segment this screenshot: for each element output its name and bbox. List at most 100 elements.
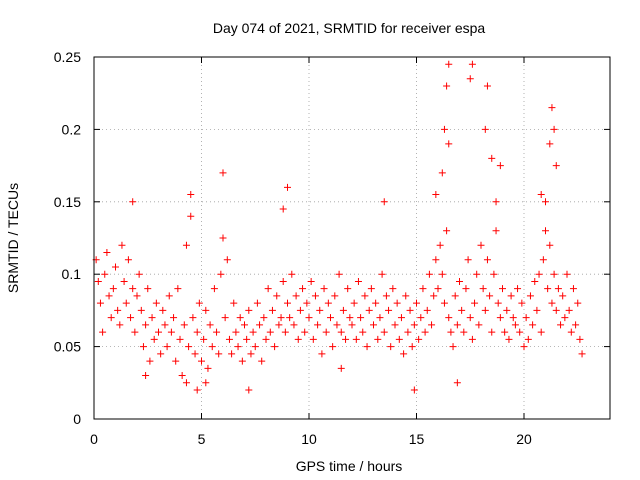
data-point-marker [268,306,276,314]
data-point-marker [241,321,248,329]
data-point-marker [514,285,522,293]
data-point-marker [331,292,339,300]
data-point-marker [210,285,218,293]
y-axis-label: SRMTID / TECUs [5,183,21,293]
data-point-marker [483,82,491,90]
y-tick-label: 0.05 [54,339,81,355]
data-point-marker [372,299,380,307]
data-point-marker [417,314,425,322]
data-point-marker [535,270,543,278]
data-point-marker [167,328,175,336]
data-point-marker [342,335,350,343]
data-point-marker [243,335,251,343]
data-point-marker [206,321,214,329]
data-point-marker [400,350,408,358]
data-point-marker [290,321,298,329]
data-point-marker [271,343,279,351]
data-point-marker [275,321,283,329]
data-point-marker [406,306,414,314]
data-point-marker [161,321,169,329]
x-tick-label: 5 [198,431,206,447]
y-axis-ticks: 0 0.05 0.1 0.15 0.2 0.25 [54,49,610,427]
data-point-marker [507,292,515,300]
data-point-marker [301,328,309,336]
data-point-marker [382,292,390,300]
data-point-marker [256,321,264,329]
data-point-marker [219,169,227,177]
data-point-marker [557,321,565,329]
data-point-marker [299,285,307,293]
data-point-marker [496,314,504,322]
data-point-marker [537,328,545,336]
data-point-marker [539,256,547,264]
data-point-marker [148,314,156,322]
data-point-marker [266,328,274,336]
data-point-marker [496,162,504,170]
data-point-marker [578,350,586,358]
data-point-marker [187,191,195,199]
data-point-marker [262,335,270,343]
data-point-marker [202,306,210,314]
x-axis-ticks: 0 5 10 15 20 [90,57,532,447]
data-point-marker [453,321,461,329]
data-point-marker [432,191,440,199]
data-point-marker [378,270,386,278]
data-point-marker [150,335,158,343]
data-point-marker [404,328,412,336]
data-point-marker [520,343,528,351]
data-point-marker [204,364,212,372]
data-point-marker [486,292,494,300]
data-point-marker [193,386,201,394]
data-point-marker [303,299,311,307]
data-point-marker [554,285,562,293]
data-point-marker [277,314,285,322]
data-point-marker [548,104,556,112]
data-point-marker [357,314,365,322]
data-point-marker [202,379,210,387]
data-point-marker [526,292,534,300]
points [92,60,586,394]
data-point-marker [314,321,322,329]
x-tick-label: 0 [90,431,98,447]
data-point-marker [305,314,313,322]
data-point-marker [423,306,431,314]
data-point-marker [350,299,358,307]
data-point-marker [395,335,403,343]
data-point-marker [337,364,345,372]
data-point-marker [94,277,102,285]
data-point-marker [408,343,416,351]
data-point-marker [286,314,294,322]
data-point-marker [374,335,382,343]
data-point-marker [172,357,180,365]
data-point-marker [163,343,171,351]
data-point-marker [542,227,549,235]
data-point-marker [208,343,216,351]
data-point-marker [387,343,395,351]
data-point-marker [380,328,388,336]
data-point-marker [391,321,399,329]
data-point-marker [253,299,261,307]
data-point-marker [481,125,489,133]
data-point-marker [185,343,193,351]
data-point-marker [522,314,530,322]
data-point-marker [155,328,162,336]
data-point-marker [174,285,182,293]
grid [94,57,610,419]
data-point-marker [288,270,296,278]
data-point-marker [572,321,580,329]
data-point-marker [238,357,246,365]
data-point-marker [322,328,330,336]
data-point-marker [354,277,362,285]
data-point-marker [389,285,397,293]
data-point-marker [458,306,466,314]
data-point-marker [198,357,205,365]
data-point-marker [217,270,225,278]
data-point-marker [569,285,577,293]
data-point-marker [182,379,190,387]
data-point-marker [213,328,221,336]
y-tick-label: 0 [73,411,81,427]
data-point-marker [311,292,319,300]
data-point-marker [385,306,393,314]
data-point-marker [189,314,197,322]
data-point-marker [466,75,474,83]
